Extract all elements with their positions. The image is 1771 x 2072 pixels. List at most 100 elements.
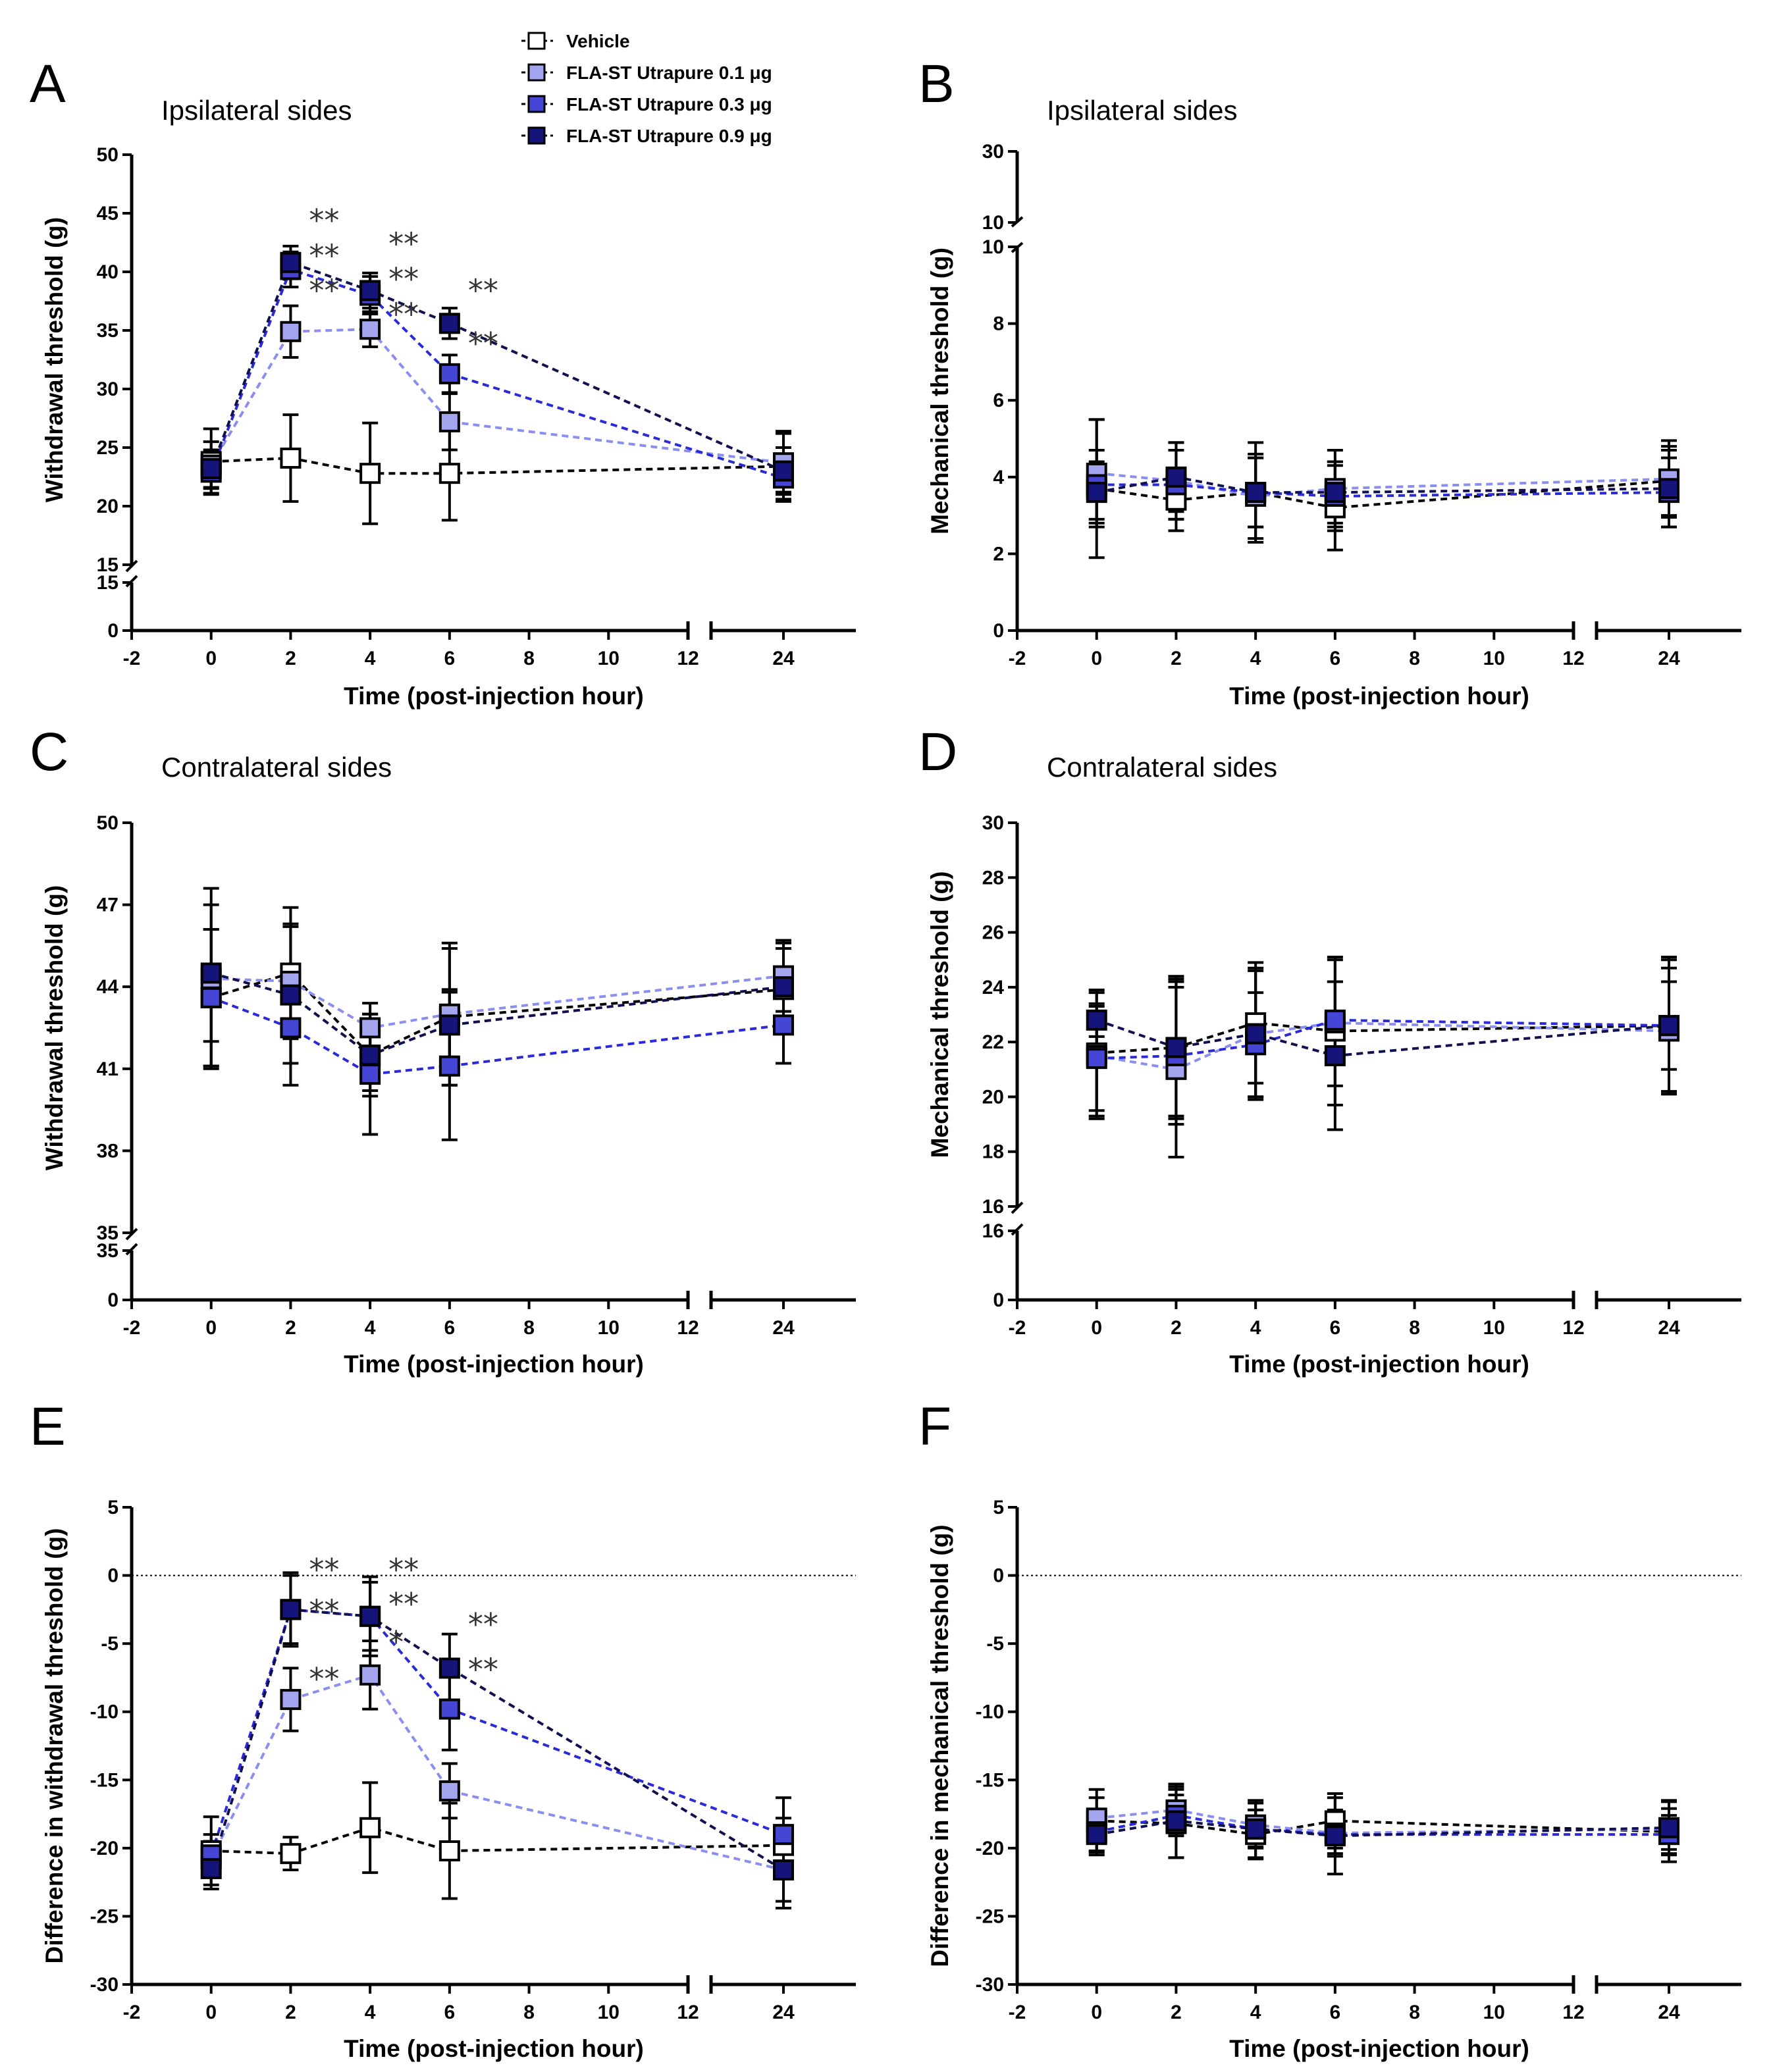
y-tick-label: 16 (982, 1220, 1004, 1242)
x-tick-label: -2 (1009, 2002, 1026, 2023)
legend: Vehicle FLA-ST Utrapure 0.1 μg FLA-ST Utra… (521, 31, 772, 146)
x-tick-label: 6 (444, 1317, 456, 1339)
x-tick-label: 4 (365, 648, 376, 669)
y-tick-label: -25 (976, 1905, 1004, 1927)
x-axis-label: Time (post-injection hour) (344, 1351, 644, 1378)
significance-mark: ** (468, 326, 498, 361)
x-axis-label: Time (post-injection hour) (344, 2035, 644, 2062)
y-tick-label: 5 (993, 1497, 1004, 1518)
data-point-0 (280, 448, 302, 469)
data-point-2 (280, 1017, 302, 1039)
y-tick-label: 0 (107, 1565, 119, 1587)
panel-title: Contralateral sides (1047, 752, 1277, 783)
data-point-0 (280, 1843, 302, 1865)
y-tick-label: -20 (976, 1838, 1004, 1859)
x-tick-label: 12 (1562, 1317, 1584, 1339)
y-tick-label: 8 (993, 313, 1004, 335)
x-tick-label: 8 (1409, 2002, 1420, 2023)
series-line-1 (1096, 1021, 1670, 1071)
y-tick-label: 30 (982, 141, 1004, 163)
y-tick-label: 15 (97, 554, 119, 576)
x-tick-label: 4 (365, 2002, 376, 2023)
significance-mark: ** (388, 1586, 419, 1622)
series-line-3 (1096, 1018, 1670, 1058)
panel-letter: F (918, 1397, 951, 1457)
y-tick-label: 25 (97, 437, 119, 459)
x-tick-label: 8 (523, 648, 535, 669)
legend-label: FLA-ST Utrapure 0.1 μg (566, 63, 772, 83)
data-point-3 (1324, 1825, 1346, 1847)
panel-letter: C (30, 722, 68, 782)
x-tick-label: 4 (1250, 1317, 1261, 1339)
y-tick-label: 20 (982, 1086, 1004, 1108)
x-tick-label: 24 (1658, 2002, 1680, 2023)
y-tick-label: 0 (107, 1289, 119, 1311)
panel-letter: A (30, 54, 66, 114)
x-tick-label: 12 (1562, 648, 1584, 669)
x-tick-label: 24 (1658, 1317, 1680, 1339)
x-tick-label: -2 (123, 2002, 141, 2023)
x-axis-label: Time (post-injection hour) (344, 683, 644, 710)
x-tick-label: 12 (1562, 2002, 1584, 2023)
data-point-3 (1245, 482, 1267, 504)
y-axis-label: Withdrawal threshold (g) (41, 217, 68, 502)
y-tick-label: 30 (97, 378, 119, 400)
significance-mark: ** (468, 1607, 498, 1642)
data-point-3 (359, 1045, 381, 1066)
panel-c: C Contralateral sides-2 0 2 4 6 8 10 12 243538414… (30, 722, 856, 1378)
y-tick-label: -25 (90, 1905, 119, 1927)
x-tick-label: 4 (1250, 2002, 1261, 2023)
panel-title: Ipsilateral sides (161, 95, 352, 126)
x-tick-label: 6 (1330, 2002, 1341, 2023)
y-tick-label: 0 (107, 620, 119, 642)
y-tick-label: -15 (90, 1769, 119, 1791)
data-point-2 (438, 363, 460, 384)
significance-mark: ** (309, 1552, 339, 1588)
data-point-3 (359, 1605, 381, 1627)
y-tick-label: 6 (993, 390, 1004, 411)
data-point-2 (200, 987, 222, 1008)
significance-mark: ** (388, 1552, 419, 1588)
data-point-3 (1165, 1037, 1187, 1058)
data-point-3 (438, 313, 460, 334)
data-point-3 (1165, 466, 1187, 488)
data-point-3 (1086, 1009, 1107, 1031)
x-tick-label: 2 (1171, 2002, 1182, 2023)
y-tick-label: 10 (982, 236, 1004, 258)
x-tick-label: -2 (1009, 1317, 1026, 1339)
x-tick-label: 0 (205, 2002, 217, 2023)
panel-letter: B (918, 54, 955, 114)
data-point-2 (773, 1014, 794, 1036)
data-point-0 (359, 463, 381, 484)
x-tick-label: 24 (772, 648, 795, 669)
x-tick-label: 24 (772, 2002, 795, 2023)
panel-a: A Ipsilateral sides-2 0 2 4 6 8 10 12 24152025303… (30, 54, 856, 710)
series-line-0 (211, 971, 784, 1057)
panel-letter: E (30, 1397, 66, 1457)
x-tick-label: -2 (123, 1317, 141, 1339)
y-tick-label: 16 (982, 1196, 1004, 1218)
x-tick-label: 10 (598, 1317, 620, 1339)
x-tick-label: 6 (1330, 648, 1341, 669)
y-tick-label: 50 (97, 144, 119, 166)
data-point-3 (773, 976, 794, 998)
panel-title: Ipsilateral sides (1047, 95, 1237, 126)
series-line-3 (209, 1608, 785, 1871)
y-tick-label: 35 (97, 320, 119, 342)
x-tick-label: 6 (444, 2002, 456, 2023)
data-point-3 (1165, 1810, 1187, 1832)
y-tick-label: 38 (97, 1140, 119, 1162)
series-line-1 (209, 328, 784, 466)
y-tick-label: 18 (982, 1141, 1004, 1163)
data-point-3 (1086, 482, 1107, 504)
data-point-3 (1086, 1824, 1107, 1846)
x-tick-label: 2 (1171, 648, 1182, 669)
x-tick-label: 10 (598, 648, 620, 669)
y-tick-label: 35 (97, 1240, 119, 1262)
y-tick-label: 40 (97, 261, 119, 283)
significance-mark: ** (468, 1651, 498, 1687)
y-tick-label: 47 (97, 894, 119, 916)
data-point-3 (280, 1599, 302, 1620)
